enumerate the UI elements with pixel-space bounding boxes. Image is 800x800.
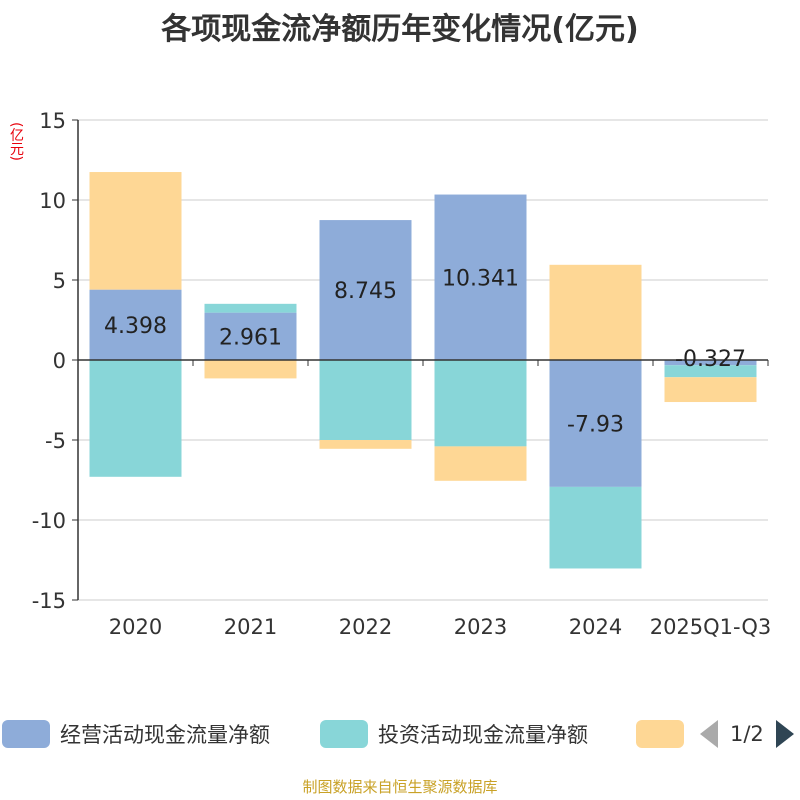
data-label: -7.93	[567, 412, 624, 437]
bar-2-2023	[434, 446, 527, 481]
y-tick-label: 0	[53, 349, 66, 373]
bar-1-2021	[204, 303, 297, 313]
bar-0-2021	[204, 312, 297, 360]
legend-swatch-investing	[320, 720, 368, 748]
x-tick-label: 2020	[109, 615, 162, 639]
bar-1-2020	[89, 360, 182, 477]
y-tick-label: 15	[39, 109, 66, 133]
x-tick-label: 2025Q1-Q3	[650, 615, 772, 639]
legend-item-investing[interactable]: 投资活动现金流量净额	[320, 716, 588, 752]
data-label: -0.327	[675, 347, 746, 372]
legend-item-third-series[interactable]	[636, 716, 694, 752]
chart-title: 各项现金流净额历年变化情况(亿元)	[161, 12, 639, 47]
legend-label-investing: 投资活动现金流量净额	[378, 723, 588, 747]
y-tick-label: -10	[32, 509, 66, 533]
bar-0-2024	[549, 360, 642, 487]
data-label: 10.341	[442, 266, 519, 291]
bar-2-2020	[89, 172, 182, 290]
data-label: 8.745	[334, 279, 397, 304]
legend-prev-page-icon[interactable]	[700, 720, 718, 748]
chart-legend: 经营活动现金流量净额 投资活动现金流量净额 1/2	[0, 716, 800, 752]
data-label: 2.961	[219, 325, 282, 350]
chart-plot-area: 15 10 5 0 -5 -10 -15 2020 2021 2022 2023 2024 2025Q1…	[32, 109, 772, 639]
legend-swatch-third-series	[636, 720, 684, 748]
legend-swatch-operating	[2, 720, 50, 748]
bar-2-2021	[204, 360, 297, 379]
x-tick-label: 2024	[569, 615, 622, 639]
bar-0-2022	[319, 220, 412, 360]
bar-0-2025Q1-Q3	[664, 360, 757, 366]
legend-page-indicator: 1/2	[730, 722, 764, 746]
legend-next-page-icon[interactable]	[775, 720, 794, 748]
y-tick-label: -5	[45, 429, 66, 453]
y-tick-label: 5	[53, 269, 66, 293]
x-tick-label: 2023	[454, 615, 507, 639]
bar-2-2022	[319, 440, 412, 449]
x-tick-label: 2021	[224, 615, 277, 639]
bar-1-2023	[434, 360, 527, 447]
y-tick-label: 10	[39, 189, 66, 213]
data-label: 4.398	[104, 314, 167, 339]
bar-0-2023	[434, 194, 527, 360]
bar-2-2024	[549, 264, 642, 360]
legend-item-operating[interactable]: 经营活动现金流量净额	[2, 716, 270, 752]
data-source-note: 制图数据来自恒生聚源数据库	[302, 778, 498, 796]
bar-1-2025Q1-Q3	[664, 365, 757, 378]
y-tick-label: -15	[32, 589, 66, 613]
legend-pager: 1/2	[700, 716, 794, 752]
legend-label-operating: 经营活动现金流量净额	[60, 723, 270, 747]
x-tick-label: 2022	[339, 615, 392, 639]
y-axis-unit-label: (亿元)	[8, 122, 24, 161]
bar-0-2020	[89, 289, 182, 360]
bar-1-2024	[549, 486, 642, 569]
bar-1-2022	[319, 360, 412, 440]
bar-2-2025Q1-Q3	[664, 377, 757, 403]
